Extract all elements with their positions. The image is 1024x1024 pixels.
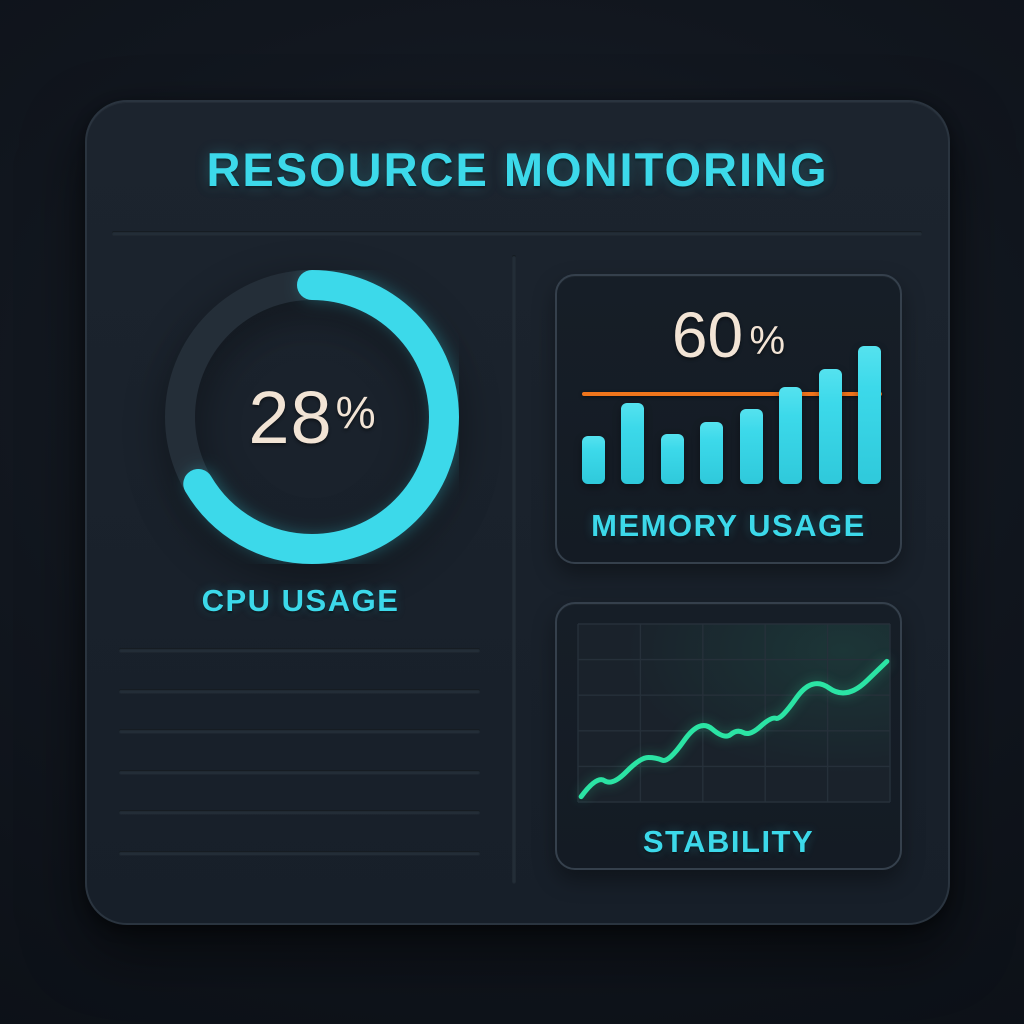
cpu-value-unit: % (335, 387, 376, 438)
column-divider (512, 255, 516, 883)
cpu-ring-fill (165, 270, 459, 564)
cpu-donut-chart: 28 % (165, 270, 459, 564)
placeholder-row (119, 769, 480, 774)
memory-bars (582, 344, 881, 484)
memory-bar (818, 369, 842, 484)
placeholder-row (119, 648, 480, 652)
memory-threshold-line (582, 392, 882, 397)
placeholder-row (119, 729, 480, 733)
memory-value-number: 60 (671, 299, 744, 371)
memory-bar (621, 402, 645, 484)
stability-line-chart (577, 623, 891, 803)
cpu-donut-svg (165, 270, 459, 564)
memory-value-unit: % (749, 319, 786, 363)
title-divider (112, 231, 922, 235)
placeholder-row (119, 850, 480, 855)
memory-usage-label: MEMORY USAGE (591, 508, 866, 543)
stability-panel: STABILITY (555, 602, 902, 870)
memory-panel: 60 % MEMORY USAGE (555, 274, 902, 564)
memory-bar (739, 409, 763, 484)
cpu-usage-label: CPU USAGE (201, 583, 400, 618)
memory-bar (779, 387, 803, 484)
placeholder-row (119, 688, 480, 693)
placeholder-row (119, 810, 480, 814)
stability-grid (577, 623, 891, 803)
cpu-section: 28 % CPU USAGE (87, 102, 514, 923)
memory-bar (660, 434, 684, 484)
stability-label: STABILITY (642, 824, 815, 859)
memory-value: 60 % (557, 298, 900, 372)
dashboard-card: RESOURCE MONITORING 28 % CPU USAGE 60 % … (85, 100, 950, 925)
memory-bar (582, 435, 605, 484)
cpu-value-number: 28 (248, 375, 333, 459)
page-title: RESOURCE MONITORING (206, 143, 829, 196)
memory-bar (700, 421, 724, 484)
stability-plot-glow (578, 624, 890, 802)
stability-trend-line (578, 658, 890, 800)
stability-svg (577, 623, 891, 803)
cpu-value: 28 % (165, 270, 459, 564)
memory-bar (857, 346, 881, 484)
left-placeholder-list (119, 648, 480, 891)
